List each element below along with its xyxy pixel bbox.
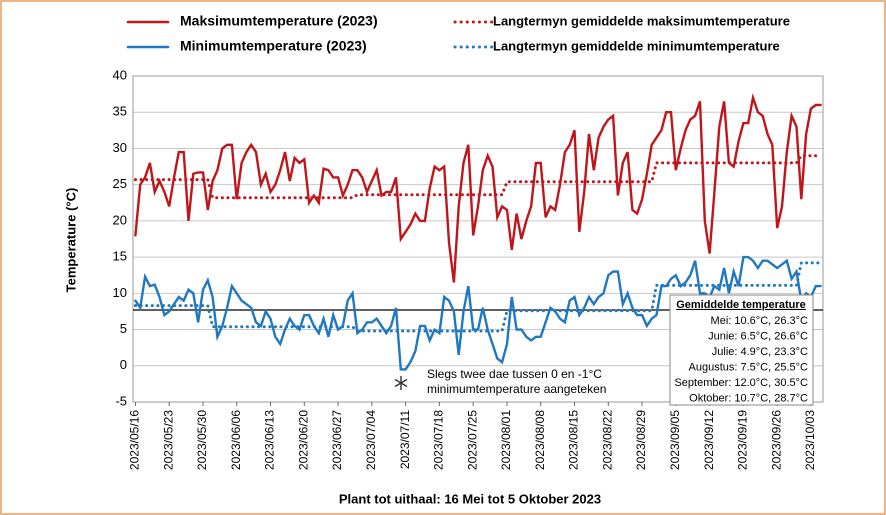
plot-border	[132, 75, 824, 403]
x-tick-label: 2023/07/25	[465, 410, 479, 470]
inset-box	[669, 294, 814, 406]
y-tick-label: 5	[120, 321, 127, 336]
y-tick-label: 30	[113, 140, 127, 155]
x-tick-label: 2023/06/27	[330, 410, 344, 470]
y-tick-label: -5	[115, 393, 127, 408]
inset-line: Julie: 4.9°C, 23.3°C	[712, 346, 808, 358]
x-tick-label: 2023/06/20	[296, 410, 310, 470]
inset-line: Junie: 6.5°C, 26.6°C	[708, 330, 808, 342]
y-tick-label: 20	[113, 212, 127, 227]
inset-line: Mei: 10.6°C, 26.3°C	[711, 315, 809, 327]
snowflake-icon	[394, 376, 408, 390]
inset-line: September: 12.0°C, 30.5°C	[674, 377, 808, 389]
x-tick-label: 2023/08/01	[499, 410, 513, 470]
legend-label: Langtermyn gemiddelde maksimumtemperatur…	[493, 13, 790, 28]
x-tick-label: 2023/08/15	[567, 410, 581, 470]
x-tick-label: 2023/09/26	[769, 410, 783, 470]
x-tick-label: 2023/08/29	[634, 410, 648, 470]
line	[134, 92, 822, 283]
long-term-line	[133, 154, 823, 200]
x-tick-label: 2023/10/03	[803, 410, 817, 470]
inset-line: Oktober: 10.7°C, 28.7°C	[689, 392, 808, 404]
x-tick-label: 2023/07/11	[398, 410, 412, 469]
inset-line: Augustus: 7.5°C, 25.5°C	[689, 361, 809, 373]
x-tick-label: 2023/07/18	[432, 410, 446, 470]
x-tick-label: 2023/05/16	[128, 410, 142, 470]
y-tick-label: 40	[113, 67, 127, 82]
x-tick-label: 2023/08/22	[600, 410, 614, 470]
y-tick-label: 35	[113, 104, 127, 119]
x-tick-label: 2023/09/05	[668, 410, 682, 470]
annotation: Slegs twee dae tussen 0 en -1°C	[427, 367, 602, 381]
x-tick-label: 2023/06/06	[229, 410, 243, 470]
inset-title: Gemiddelde temperature	[676, 299, 806, 311]
x-tick-label: 2023/05/30	[195, 410, 209, 470]
x-tick-label: 2023/05/23	[161, 410, 175, 470]
y-tick-label: 10	[113, 285, 127, 300]
y-tick-label: 15	[113, 249, 127, 264]
legend-label: Minimumtemperature (2023)	[180, 38, 367, 54]
x-tick-label: 2023/09/19	[736, 410, 750, 470]
long-term-line	[133, 261, 823, 333]
x-tick-label: 2023/07/04	[364, 410, 378, 470]
x-tick-label: 2023/08/08	[533, 410, 547, 470]
x-tick-label: 2023/06/13	[263, 410, 277, 470]
y-axis-label: Temperature (°C)	[63, 188, 78, 293]
x-tick-label: 2023/09/12	[702, 410, 716, 470]
legend-label: Langtermyn gemiddelde minimumtemperature	[493, 38, 780, 53]
x-axis-label: Plant tot uithaal: 16 Mei tot 5 Oktober …	[339, 491, 601, 506]
y-tick-label: 25	[113, 176, 127, 191]
y-tick-label: 0	[120, 357, 127, 372]
annotation: minimumtemperature aangeteken	[427, 382, 606, 396]
legend-label: Maksimumtemperature (2023)	[180, 13, 378, 29]
